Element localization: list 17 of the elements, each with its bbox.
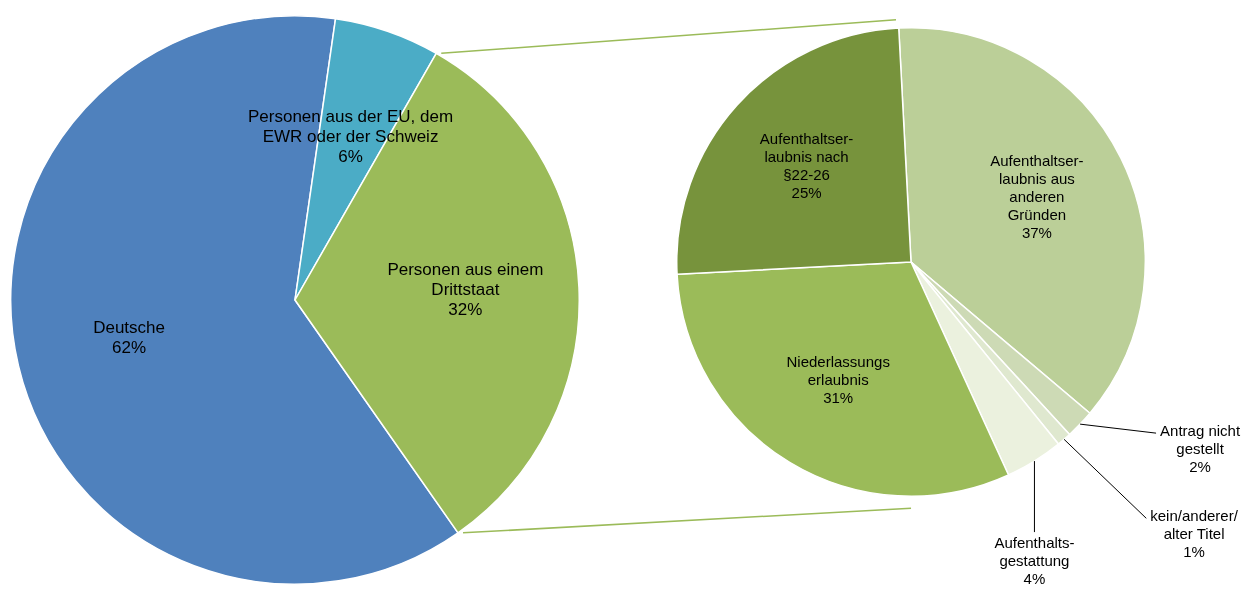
- data-label: 6%: [338, 146, 363, 166]
- data-label: 62%: [112, 337, 147, 357]
- slice-label: Niederlassungs erlaubnis: [786, 352, 890, 388]
- slice-label: Aufenthalts- gestattung: [994, 533, 1075, 569]
- data-label: 2%: [1189, 457, 1211, 475]
- slice-label: Aufenthaltser- laubnis aus anderen Gründen: [990, 152, 1084, 224]
- slice-label: Aufenthaltser- laubnis nach §22-26: [759, 129, 854, 183]
- slice-label: kein/anderer/ alter Titel: [1150, 506, 1239, 542]
- slice-label: Deutsche: [93, 317, 166, 337]
- data-label: 37%: [1021, 224, 1052, 242]
- data-label: 4%: [1023, 569, 1046, 587]
- data-label: 32%: [448, 300, 483, 320]
- data-label: 25%: [791, 183, 822, 201]
- slice-label: Antrag nicht gestellt: [1160, 421, 1241, 457]
- slice-label: Personen aus einem Drittstaat: [387, 260, 544, 300]
- data-label: 1%: [1183, 542, 1205, 560]
- data-label: 31%: [823, 388, 854, 406]
